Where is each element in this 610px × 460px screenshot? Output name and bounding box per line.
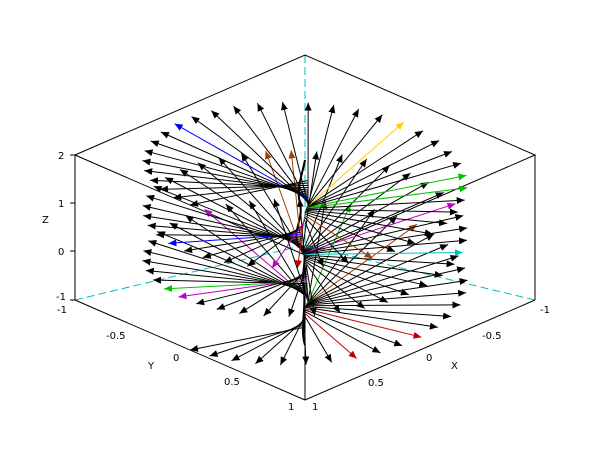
y-tick-label: -0.5 — [106, 331, 126, 342]
vector-arrow — [307, 114, 383, 207]
z-tick-label: 2 — [58, 151, 64, 162]
vector-arrow — [303, 312, 358, 359]
vector-arrow — [305, 262, 341, 314]
box-edge — [304, 299, 536, 401]
vector-arrow — [304, 256, 428, 288]
vector-arrow — [306, 151, 453, 208]
vector-arrow — [216, 273, 308, 310]
vector-arrow — [305, 209, 448, 227]
vector-arrow — [304, 249, 463, 257]
vector-arrow — [305, 197, 465, 210]
y-axis: -1 -0.5 0 0.5 1 Y — [57, 305, 294, 413]
vector-arrow — [239, 271, 308, 314]
z-axis-label: Z — [42, 215, 49, 226]
vector-arrow — [307, 130, 424, 208]
vector-arrow — [255, 320, 304, 365]
x-tick-label: 1 — [312, 402, 318, 413]
x-tick-label: 0.5 — [368, 378, 384, 389]
vector-arrow — [303, 314, 333, 363]
y-tick-label: -1 — [57, 305, 67, 316]
z-tick-label: -1 — [56, 292, 66, 303]
x-tick-label: 0 — [426, 353, 432, 364]
vector-arrow — [302, 181, 429, 254]
y-tick-label: 0 — [173, 353, 179, 364]
y-tick-label: 1 — [288, 402, 294, 413]
vector-arrow — [305, 208, 458, 216]
vector-arrow — [304, 310, 381, 354]
vector-arrow — [307, 215, 398, 304]
vector-arrow — [306, 162, 462, 208]
vector-arrow — [304, 254, 455, 268]
vector-arrow — [303, 218, 324, 267]
vector-arrow — [263, 268, 307, 317]
vector-arrow — [279, 318, 304, 366]
y-tick-label: 0.5 — [224, 377, 240, 388]
vector-arrow — [288, 266, 307, 317]
vector-arrow — [223, 226, 304, 264]
vector-arrow — [209, 324, 304, 357]
vector-arrow — [305, 301, 461, 309]
vector-arrow — [271, 222, 304, 269]
vector-arrow — [305, 210, 433, 237]
vector-arrow — [305, 306, 438, 330]
x-tick-label: -0.5 — [482, 331, 502, 342]
vector-arrow — [304, 308, 422, 339]
vector-arrow — [307, 121, 405, 207]
vector-arrow — [304, 214, 373, 259]
vector-arrow — [304, 213, 396, 253]
vector-arrow — [247, 224, 304, 267]
vector-arrow — [305, 260, 366, 309]
vector-arrow — [302, 172, 411, 254]
z-tick-label: 0 — [58, 247, 64, 258]
vector-arrow — [189, 180, 308, 207]
y-axis-label: Y — [147, 361, 155, 372]
vector-arrow — [295, 220, 305, 269]
vector-arrow — [304, 211, 416, 245]
vector-field — [142, 101, 468, 366]
vector-arrow — [306, 185, 468, 209]
vector-arrow — [306, 233, 435, 304]
vector-arrow — [305, 264, 317, 316]
vector-arrow — [306, 140, 440, 208]
box-back-edge — [74, 244, 306, 301]
z-tick-label: 1 — [58, 199, 64, 210]
vector-arrow — [307, 203, 351, 303]
vector-arrow — [305, 259, 389, 303]
vector-arrow — [303, 216, 349, 264]
z-axis: 2 1 0 -1 Z — [42, 151, 75, 303]
vector-arrow — [302, 316, 310, 365]
vector-arrow — [202, 228, 303, 259]
vector-arrow — [306, 254, 459, 305]
vector-arrow — [307, 104, 336, 207]
vector-arrow — [307, 108, 360, 207]
box — [74, 54, 537, 401]
vector-arrow — [303, 225, 468, 254]
vector-arrow — [302, 164, 391, 254]
vector-arrow — [306, 173, 467, 209]
vector-arrow — [304, 309, 403, 347]
vector-arrow — [305, 306, 452, 320]
x-axis: 1 0.5 0 -0.5 -1 X — [312, 305, 550, 413]
x-tick-label: -1 — [540, 305, 550, 316]
vector-arrow — [306, 278, 468, 306]
vector-arrow — [288, 150, 303, 253]
x-axis-label: X — [451, 361, 458, 372]
vector-arrow — [231, 322, 304, 362]
vector-arrow — [301, 154, 343, 254]
vector-arrow — [304, 255, 443, 278]
